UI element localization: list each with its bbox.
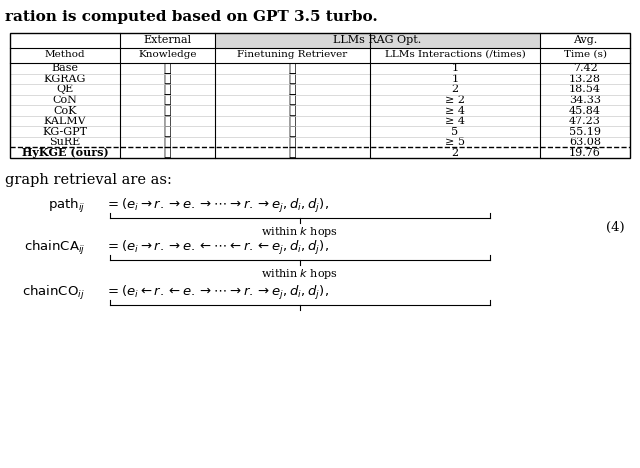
Text: 45.84: 45.84	[569, 105, 601, 116]
Text: ✗: ✗	[289, 73, 296, 85]
Text: SuRE: SuRE	[49, 137, 81, 147]
Text: LLMs RAG Opt.: LLMs RAG Opt.	[333, 35, 422, 45]
Text: 34.33: 34.33	[569, 95, 601, 105]
Text: 5: 5	[451, 127, 459, 137]
Text: $= (e_i \leftarrow r. \leftarrow e. \to \cdots \to r. \to e_j, d_i, d_j),$: $= (e_i \leftarrow r. \leftarrow e. \to …	[105, 284, 329, 302]
Text: 2: 2	[451, 148, 459, 158]
Text: 19.76: 19.76	[569, 148, 601, 158]
Text: Finetuning Retriever: Finetuning Retriever	[237, 50, 348, 59]
Text: within $k$ hops: within $k$ hops	[262, 267, 339, 281]
Text: graph retrieval are as:: graph retrieval are as:	[5, 173, 172, 187]
Text: ✗: ✗	[289, 136, 296, 149]
Text: ✓: ✓	[164, 146, 172, 159]
Text: 1: 1	[451, 74, 459, 84]
Text: within $k$ hops: within $k$ hops	[262, 225, 339, 239]
Text: 55.19: 55.19	[569, 127, 601, 137]
Text: $= (e_i \to r. \to e. \leftarrow \cdots \leftarrow r. \leftarrow e_j, d_i, d_j),: $= (e_i \to r. \to e. \leftarrow \cdots …	[105, 239, 329, 257]
Text: $\mathrm{chainCA}_{ij}$: $\mathrm{chainCA}_{ij}$	[24, 239, 85, 257]
Text: KG-GPT: KG-GPT	[42, 127, 88, 137]
Text: 2: 2	[451, 84, 459, 95]
Text: ✓: ✓	[164, 104, 172, 117]
Text: CoN: CoN	[52, 95, 77, 105]
Text: Method: Method	[45, 50, 85, 59]
Bar	[215, 33, 540, 48]
Text: ✗: ✗	[289, 146, 296, 159]
Text: ✗: ✗	[289, 115, 296, 128]
Text: 18.54: 18.54	[569, 84, 601, 95]
Text: ✓: ✓	[164, 73, 172, 85]
Text: ✗: ✗	[289, 62, 296, 75]
Text: ✗: ✗	[289, 104, 296, 117]
Text: ✗: ✗	[289, 125, 296, 138]
Text: ration is computed based on GPT 3.5 turbo.: ration is computed based on GPT 3.5 turb…	[5, 10, 378, 24]
Text: ≥ 4: ≥ 4	[445, 105, 465, 116]
Bar	[10, 33, 630, 158]
Text: KALMV: KALMV	[44, 116, 86, 126]
Text: Knowledge: Knowledge	[138, 50, 196, 59]
Text: ✗: ✗	[164, 62, 172, 75]
Text: 13.28: 13.28	[569, 74, 601, 84]
Text: KGRAG: KGRAG	[44, 74, 86, 84]
Text: ✓: ✓	[164, 125, 172, 138]
Text: 63.08: 63.08	[569, 137, 601, 147]
Text: ≥ 2: ≥ 2	[445, 95, 465, 105]
Text: ✓: ✓	[164, 94, 172, 106]
Text: ✓: ✓	[164, 83, 172, 96]
Text: $\mathrm{path}_{ij}$: $\mathrm{path}_{ij}$	[47, 197, 85, 215]
Text: QE: QE	[56, 84, 74, 95]
Text: (4): (4)	[606, 220, 625, 234]
Text: $\mathrm{chainCO}_{ij}$: $\mathrm{chainCO}_{ij}$	[22, 284, 85, 302]
Text: Avg.: Avg.	[573, 35, 597, 45]
Text: ✓: ✓	[164, 136, 172, 149]
Text: $= (e_i \to r. \to e. \to \cdots \to r. \to e_j, d_i, d_j),$: $= (e_i \to r. \to e. \to \cdots \to r. …	[105, 197, 329, 215]
Text: ✓: ✓	[164, 115, 172, 128]
Text: Base: Base	[51, 63, 79, 73]
Text: Time (s): Time (s)	[563, 50, 607, 59]
Text: 47.23: 47.23	[569, 116, 601, 126]
Text: LLMs Interactions (/times): LLMs Interactions (/times)	[385, 50, 525, 59]
Text: External: External	[143, 35, 191, 45]
Text: ≥ 4: ≥ 4	[445, 116, 465, 126]
Text: ≥ 5: ≥ 5	[445, 137, 465, 147]
Text: CoK: CoK	[53, 105, 77, 116]
Text: ✓: ✓	[289, 94, 296, 106]
Text: ✗: ✗	[289, 83, 296, 96]
Text: HyKGE (ours): HyKGE (ours)	[22, 147, 108, 158]
Text: 7.42: 7.42	[573, 63, 597, 73]
Text: 1: 1	[451, 63, 459, 73]
